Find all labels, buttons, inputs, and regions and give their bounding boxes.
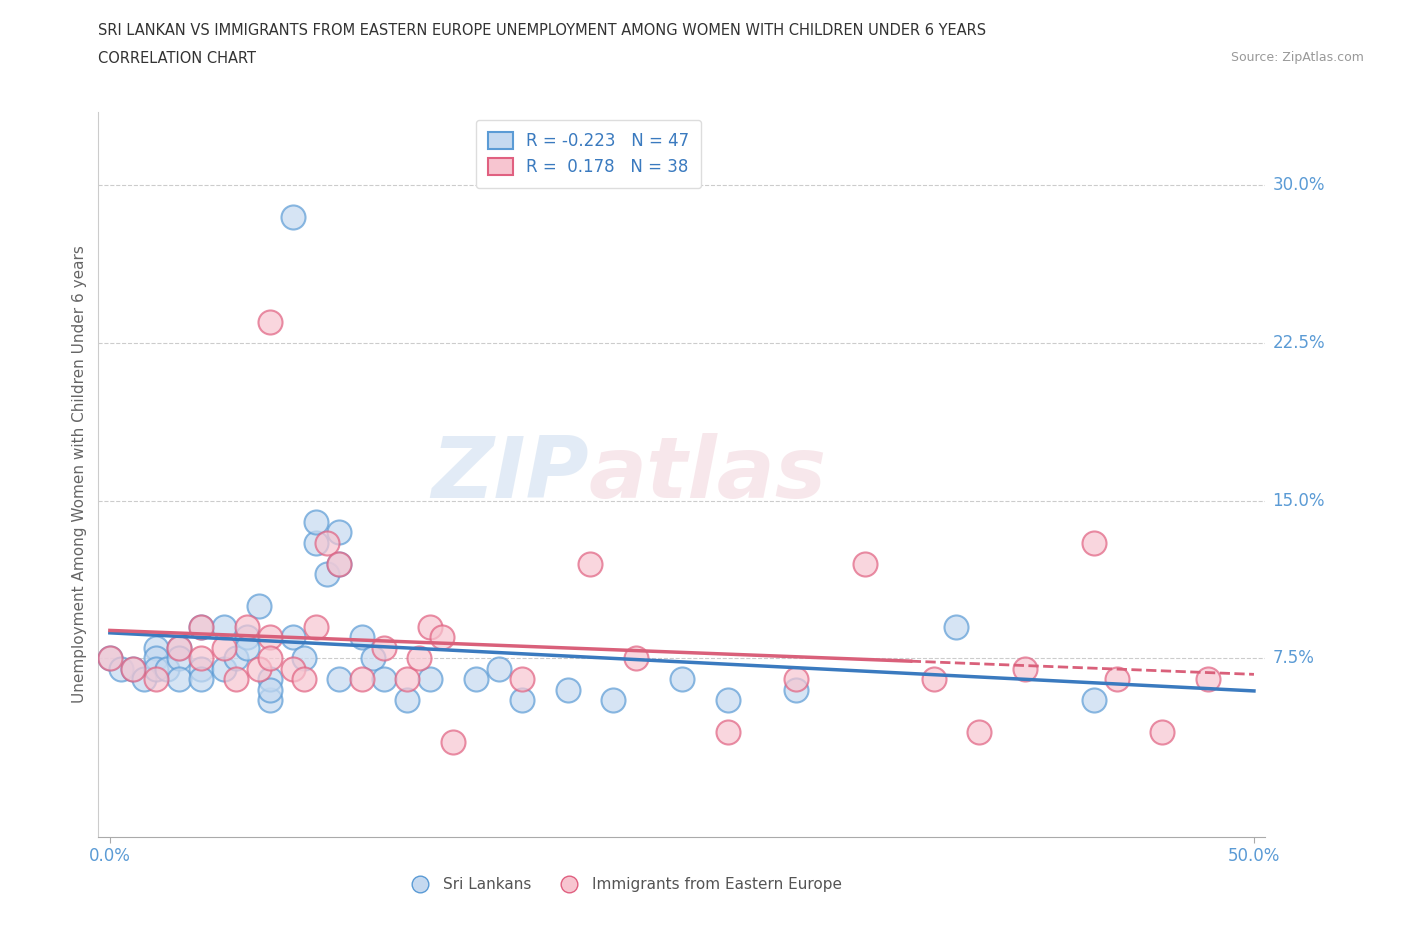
Point bbox=[247, 598, 270, 613]
Text: 7.5%: 7.5% bbox=[1272, 649, 1315, 668]
Point bbox=[316, 566, 339, 581]
Point bbox=[145, 641, 167, 656]
Point bbox=[785, 671, 807, 686]
Point bbox=[121, 661, 143, 676]
Point bbox=[121, 661, 143, 676]
Point bbox=[145, 651, 167, 666]
Text: 15.0%: 15.0% bbox=[1272, 492, 1324, 510]
Point bbox=[1083, 693, 1105, 708]
Point bbox=[430, 630, 453, 644]
Point bbox=[214, 641, 236, 656]
Point bbox=[281, 661, 304, 676]
Point bbox=[236, 619, 259, 634]
Point bbox=[350, 630, 373, 644]
Text: 30.0%: 30.0% bbox=[1272, 176, 1324, 194]
Point bbox=[305, 619, 328, 634]
Point bbox=[259, 683, 281, 698]
Point bbox=[465, 671, 488, 686]
Point bbox=[292, 651, 315, 666]
Point bbox=[1083, 535, 1105, 550]
Point bbox=[134, 671, 156, 686]
Y-axis label: Unemployment Among Women with Children Under 6 years: Unemployment Among Women with Children U… bbox=[72, 246, 87, 703]
Point bbox=[167, 651, 190, 666]
Point bbox=[373, 671, 395, 686]
Point bbox=[671, 671, 693, 686]
Point bbox=[259, 671, 281, 686]
Point bbox=[969, 724, 991, 739]
Point bbox=[602, 693, 624, 708]
Point bbox=[328, 556, 350, 571]
Point bbox=[488, 661, 510, 676]
Point bbox=[408, 651, 430, 666]
Point bbox=[717, 693, 740, 708]
Point bbox=[259, 651, 281, 666]
Point bbox=[922, 671, 945, 686]
Point bbox=[350, 671, 373, 686]
Point bbox=[259, 693, 281, 708]
Text: CORRELATION CHART: CORRELATION CHART bbox=[98, 51, 256, 66]
Point bbox=[259, 630, 281, 644]
Point bbox=[785, 683, 807, 698]
Point bbox=[305, 514, 328, 529]
Point bbox=[236, 630, 259, 644]
Point bbox=[259, 314, 281, 329]
Point bbox=[396, 693, 419, 708]
Point bbox=[110, 661, 132, 676]
Point bbox=[557, 683, 579, 698]
Point bbox=[328, 525, 350, 539]
Point bbox=[190, 619, 212, 634]
Point bbox=[441, 735, 464, 750]
Point bbox=[1105, 671, 1128, 686]
Legend: Sri Lankans, Immigrants from Eastern Europe: Sri Lankans, Immigrants from Eastern Eur… bbox=[399, 871, 848, 898]
Point bbox=[579, 556, 602, 571]
Point bbox=[281, 209, 304, 224]
Point bbox=[214, 661, 236, 676]
Point bbox=[328, 556, 350, 571]
Point bbox=[167, 641, 190, 656]
Point bbox=[292, 671, 315, 686]
Point bbox=[167, 641, 190, 656]
Point bbox=[145, 671, 167, 686]
Text: SRI LANKAN VS IMMIGRANTS FROM EASTERN EUROPE UNEMPLOYMENT AMONG WOMEN WITH CHILD: SRI LANKAN VS IMMIGRANTS FROM EASTERN EU… bbox=[98, 23, 987, 38]
Point bbox=[510, 671, 533, 686]
Text: atlas: atlas bbox=[589, 432, 827, 516]
Point bbox=[419, 671, 441, 686]
Point bbox=[717, 724, 740, 739]
Point bbox=[156, 661, 179, 676]
Point bbox=[98, 651, 121, 666]
Text: 22.5%: 22.5% bbox=[1272, 334, 1324, 352]
Point bbox=[167, 671, 190, 686]
Point bbox=[1152, 724, 1174, 739]
Point bbox=[281, 630, 304, 644]
Point bbox=[853, 556, 876, 571]
Point bbox=[419, 619, 441, 634]
Point bbox=[214, 619, 236, 634]
Point bbox=[190, 661, 212, 676]
Point bbox=[190, 671, 212, 686]
Point bbox=[945, 619, 967, 634]
Point bbox=[510, 693, 533, 708]
Point bbox=[247, 661, 270, 676]
Point bbox=[624, 651, 647, 666]
Point bbox=[225, 671, 247, 686]
Point bbox=[305, 535, 328, 550]
Point bbox=[145, 661, 167, 676]
Point bbox=[373, 641, 395, 656]
Point bbox=[236, 641, 259, 656]
Text: ZIP: ZIP bbox=[430, 432, 589, 516]
Point bbox=[396, 671, 419, 686]
Point bbox=[316, 535, 339, 550]
Point bbox=[328, 671, 350, 686]
Point bbox=[190, 651, 212, 666]
Point bbox=[190, 619, 212, 634]
Point bbox=[98, 651, 121, 666]
Point bbox=[1014, 661, 1036, 676]
Text: Source: ZipAtlas.com: Source: ZipAtlas.com bbox=[1230, 51, 1364, 64]
Point bbox=[361, 651, 384, 666]
Point bbox=[225, 651, 247, 666]
Point bbox=[1197, 671, 1219, 686]
